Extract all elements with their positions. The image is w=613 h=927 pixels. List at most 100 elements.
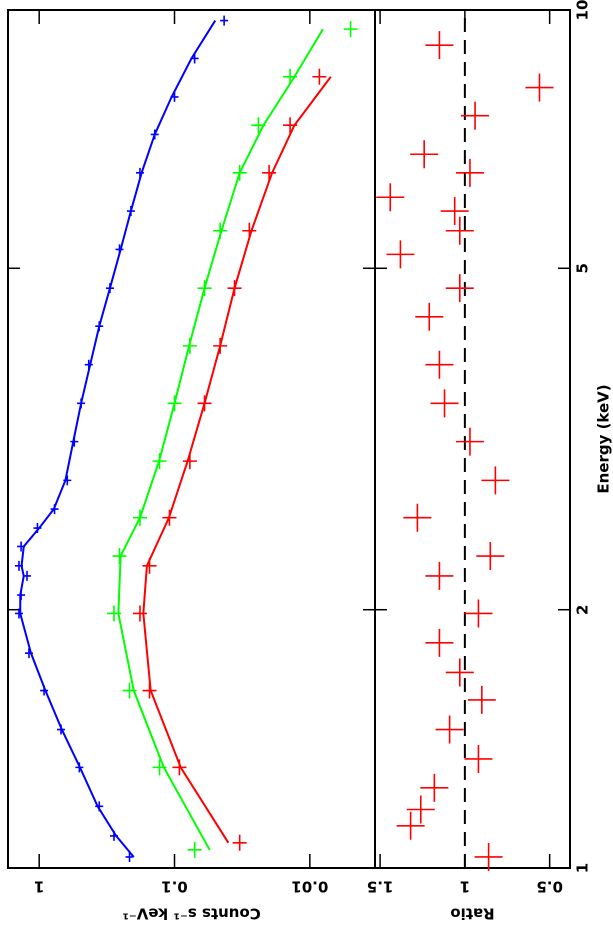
data-point (132, 509, 147, 526)
data-point (197, 395, 212, 412)
data-point (126, 206, 135, 217)
data-point (425, 561, 454, 590)
model-line (142, 76, 332, 844)
data-point (14, 560, 23, 571)
data-point (525, 73, 554, 102)
data-point (40, 685, 49, 696)
data-point (135, 167, 144, 178)
data-point (172, 759, 187, 776)
data-point (152, 759, 167, 776)
data-point (420, 773, 449, 802)
data-point (190, 53, 199, 64)
data-point (343, 21, 358, 38)
data-point (125, 851, 134, 862)
data-point (77, 398, 86, 409)
data-point (182, 337, 197, 354)
data-point (461, 101, 490, 130)
data-point (406, 795, 435, 824)
data-point (95, 321, 104, 332)
data-point (56, 724, 65, 735)
data-point (403, 503, 432, 532)
data-point (474, 842, 503, 871)
data-point (232, 834, 247, 851)
data-point (167, 395, 182, 412)
x-tick-label: 1 (574, 863, 592, 873)
data-point (464, 744, 493, 773)
data-point (107, 605, 122, 622)
data-point (283, 117, 298, 134)
panel-frame (7, 9, 376, 869)
data-point (430, 389, 459, 418)
data-point (182, 453, 197, 470)
model-line (19, 20, 217, 858)
data-point (95, 801, 104, 812)
y-tick-label: 0.01 (291, 878, 328, 896)
x-tick-label: 2 (574, 604, 592, 614)
data-point (467, 685, 496, 714)
data-point (17, 541, 26, 552)
y-tick-label: 0.1 (161, 878, 188, 896)
data-point (152, 453, 167, 470)
data-point (425, 31, 454, 60)
data-point (220, 15, 229, 26)
data-point (63, 475, 72, 486)
data-point (105, 283, 114, 294)
data-point (445, 216, 474, 245)
data-point (110, 830, 119, 841)
y-axis-label: Counts s⁻¹ keV⁻¹ (122, 905, 260, 923)
panel-frame (374, 9, 571, 869)
data-point (415, 302, 444, 331)
data-point (213, 222, 228, 239)
data-point (425, 350, 454, 379)
data-point (455, 158, 484, 187)
data-point (84, 359, 93, 370)
data-point (14, 608, 23, 619)
data-point (312, 68, 327, 85)
data-point (435, 715, 464, 744)
data-point (410, 140, 439, 169)
data-point (455, 427, 484, 456)
data-point (50, 504, 59, 515)
data-point (150, 129, 159, 140)
data-point (396, 811, 425, 840)
y-tick-label: 1 (34, 878, 44, 896)
data-point (23, 570, 32, 581)
data-point (481, 466, 510, 495)
data-point (115, 244, 124, 255)
data-point (162, 509, 177, 526)
y-tick-label: 1.5 (367, 878, 394, 896)
data-point (376, 183, 405, 212)
data-point (170, 91, 179, 102)
data-point (440, 197, 469, 226)
data-point (112, 548, 127, 565)
data-point (445, 274, 474, 303)
data-point (187, 841, 202, 858)
data-point (213, 337, 228, 354)
data-point (17, 590, 26, 601)
data-point (283, 68, 298, 85)
data-point (425, 628, 454, 657)
x-axis-label: Energy (keV) (595, 384, 613, 493)
x-tick-label: 5 (574, 263, 592, 273)
y-tick-label: 0.5 (536, 878, 563, 896)
data-point (33, 523, 42, 534)
data-point (445, 658, 474, 687)
data-point (24, 648, 33, 659)
y-axis-label: Ratio (450, 905, 494, 923)
x-tick-label: 10 (574, 0, 592, 20)
data-point (142, 682, 157, 699)
data-point (122, 682, 137, 699)
data-point (75, 762, 84, 773)
data-point (251, 117, 266, 134)
data-point (142, 557, 157, 574)
plot-area: 1 0.1 0.01 Counts s⁻¹ keV⁻¹ 1 2 5 10 0.5 1 1.5 Rati… (7, 0, 613, 923)
data-point (132, 605, 147, 622)
data-point (476, 542, 505, 571)
data-point (70, 436, 79, 447)
data-point (262, 164, 277, 181)
data-point (197, 280, 212, 297)
data-point (464, 599, 493, 628)
data-point (242, 222, 257, 239)
y-tick-label: 1 (460, 878, 470, 896)
